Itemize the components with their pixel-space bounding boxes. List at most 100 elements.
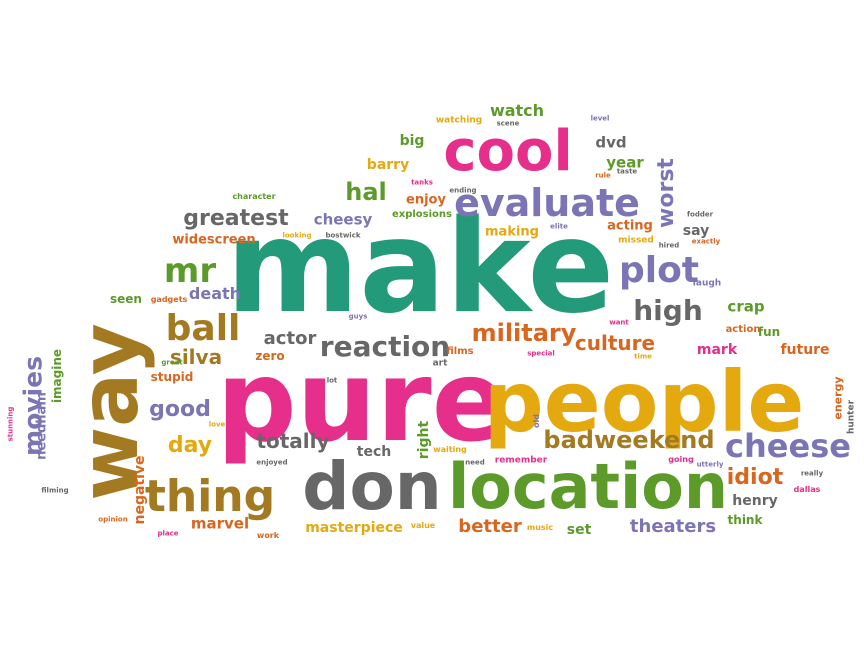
cloud-word-going: going: [668, 455, 694, 464]
cloud-word-widescreen: widescreen: [172, 232, 256, 248]
cloud-word-don: don: [302, 448, 442, 525]
cloud-word-looking: looking: [282, 231, 312, 240]
cloud-word-ball: ball: [165, 308, 241, 349]
cloud-word-negative: negative: [132, 455, 148, 525]
cloud-word-explosions: explosions: [391, 209, 453, 220]
cloud-word-music: music: [526, 523, 554, 532]
cloud-word-cheese: cheese: [725, 427, 851, 465]
cloud-word-needham: needham: [34, 392, 50, 460]
cloud-word-day: day: [167, 433, 213, 458]
cloud-word-mr: mr: [163, 251, 217, 291]
cloud-word-location: location: [447, 450, 729, 523]
cloud-word-dallas: dallas: [793, 485, 821, 494]
cloud-word-making: making: [485, 224, 539, 240]
cloud-word-need: need: [465, 458, 485, 467]
cloud-word-henry: henry: [732, 493, 778, 509]
cloud-word-dvd: dvd: [595, 133, 627, 152]
cloud-word-place: place: [157, 529, 179, 538]
cloud-word-enjoy: enjoy: [406, 192, 446, 208]
cloud-word-right: right: [416, 420, 432, 460]
cloud-word-time: time: [634, 352, 652, 361]
cloud-word-high: high: [633, 294, 703, 327]
cloud-word-thing: thing: [144, 471, 276, 522]
cloud-word-stunning: stunning: [6, 406, 15, 442]
cloud-word-make: make: [225, 193, 615, 342]
cloud-word-future: future: [780, 342, 830, 358]
cloud-word-value: value: [410, 521, 436, 530]
cloud-word-art: art: [432, 358, 448, 369]
cloud-word-seen: seen: [110, 292, 142, 306]
cloud-word-cool: cool: [443, 119, 573, 184]
cloud-word-old: old: [532, 414, 541, 428]
cloud-word-cheesy: cheesy: [313, 210, 373, 229]
cloud-word-marvel: marvel: [190, 514, 250, 533]
cloud-word-stupid: stupid: [150, 370, 194, 384]
cloud-word-idiot: idiot: [726, 465, 784, 490]
cloud-word-silva: silva: [169, 345, 223, 369]
cloud-word-big: big: [399, 133, 425, 149]
cloud-word-laugh: laugh: [692, 278, 722, 289]
cloud-word-really: really: [800, 469, 824, 478]
cloud-word-tanks: tanks: [411, 178, 433, 187]
cloud-word-good: good: [149, 397, 211, 422]
cloud-word-masterpiece: masterpiece: [305, 520, 403, 536]
cloud-word-fodder: fodder: [686, 210, 714, 219]
cloud-word-love: love: [208, 420, 226, 429]
cloud-word-want: want: [609, 318, 629, 327]
cloud-word-set: set: [566, 522, 592, 538]
cloud-word-military: military: [471, 319, 577, 347]
cloud-word-watch: watch: [489, 101, 545, 120]
cloud-word-worst: worst: [654, 158, 679, 228]
cloud-word-scene: scene: [496, 119, 520, 128]
cloud-word-rule: rule: [595, 171, 611, 180]
cloud-word-pure: pure: [216, 337, 508, 467]
cloud-word-elite: elite: [550, 222, 568, 231]
cloud-word-enjoyed: enjoyed: [256, 458, 288, 467]
cloud-word-action: action: [725, 324, 761, 335]
cloud-word-say: say: [682, 223, 710, 239]
cloud-word-ending: ending: [449, 186, 477, 195]
cloud-word-opinion: opinion: [98, 515, 128, 524]
cloud-word-work: work: [256, 531, 280, 540]
cloud-word-gadgets: gadgets: [150, 295, 188, 304]
cloud-word-hired: hired: [658, 241, 680, 250]
cloud-word-imagine: imagine: [50, 348, 64, 404]
cloud-word-special: special: [527, 349, 555, 358]
cloud-word-fun: fun: [757, 325, 781, 339]
cloud-word-remember: remember: [494, 455, 548, 466]
cloud-word-barry: barry: [366, 157, 410, 173]
cloud-word-filming: filming: [41, 486, 69, 495]
cloud-word-bostwick: bostwick: [325, 231, 361, 240]
cloud-word-guys: guys: [348, 312, 368, 321]
cloud-word-level: level: [590, 114, 610, 123]
cloud-word-evaluate: evaluate: [454, 181, 640, 225]
cloud-word-reaction: reaction: [319, 330, 451, 363]
cloud-word-crap: crap: [727, 297, 765, 316]
cloud-word-death: death: [188, 284, 242, 303]
cloud-word-think: think: [727, 513, 763, 527]
cloud-word-plot: plot: [618, 250, 700, 291]
cloud-word-badweekend: badweekend: [543, 426, 715, 454]
cloud-word-better: better: [458, 516, 522, 537]
cloud-word-theaters: theaters: [629, 516, 717, 537]
cloud-word-tech: tech: [356, 444, 392, 460]
cloud-word-actor: actor: [263, 328, 317, 349]
cloud-word-character: character: [232, 192, 276, 201]
cloud-word-taste: taste: [616, 167, 638, 176]
cloud-word-great: great: [161, 358, 183, 367]
cloud-word-utterly: utterly: [696, 460, 724, 469]
cloud-word-culture: culture: [574, 331, 656, 355]
cloud-word-hal: hal: [345, 178, 387, 206]
cloud-word-acting: acting: [607, 218, 653, 234]
cloud-word-zero: zero: [255, 349, 285, 363]
cloud-word-year: year: [606, 153, 644, 172]
cloud-word-films: films: [446, 346, 474, 357]
cloud-word-watching: watching: [435, 115, 483, 126]
cloud-word-missed: missed: [618, 235, 654, 246]
cloud-word-lot: lot: [326, 376, 338, 385]
cloud-word-totally: totally: [256, 429, 330, 453]
cloud-word-greatest: greatest: [183, 206, 289, 231]
cloud-word-waiting: waiting: [433, 445, 467, 454]
cloud-word-people: people: [483, 353, 805, 451]
